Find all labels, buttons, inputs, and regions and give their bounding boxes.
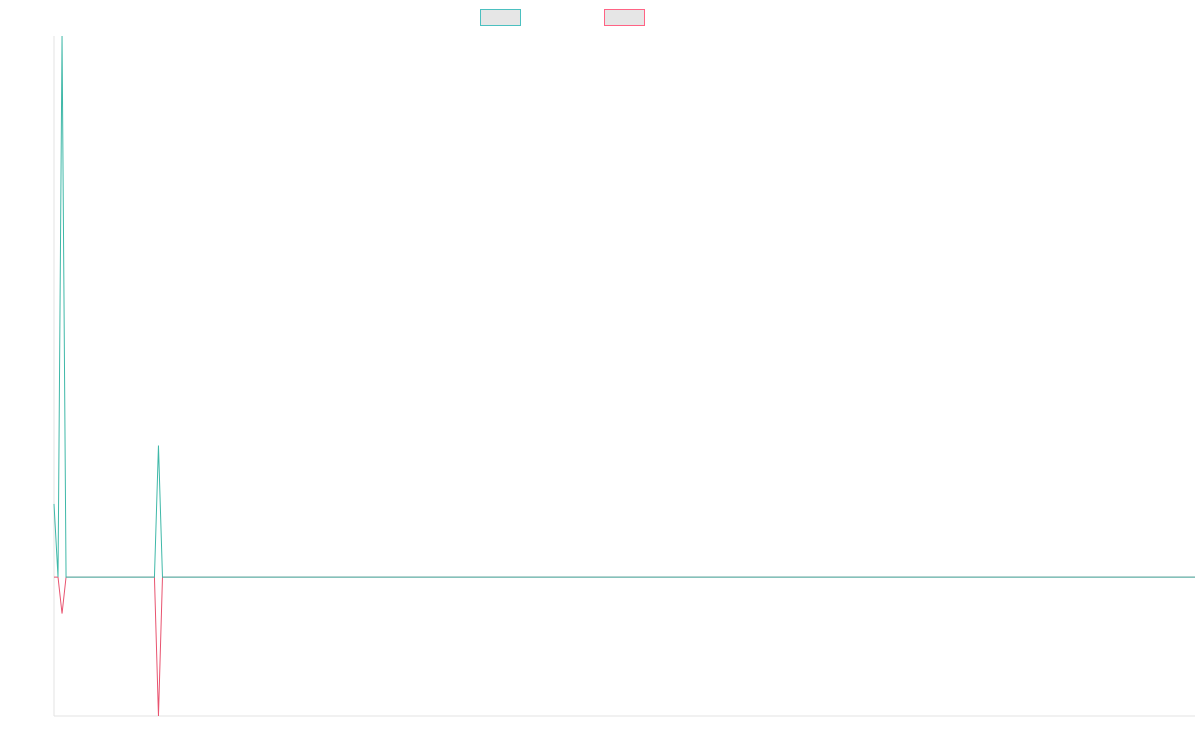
series-line-1 (53, 35, 1195, 578)
legend-swatch-2 (604, 9, 645, 26)
series-lines (53, 35, 1195, 717)
axes (53, 36, 1195, 717)
series-line-2 (54, 576, 1195, 717)
legend (480, 9, 645, 26)
legend-swatch-1 (480, 9, 521, 26)
